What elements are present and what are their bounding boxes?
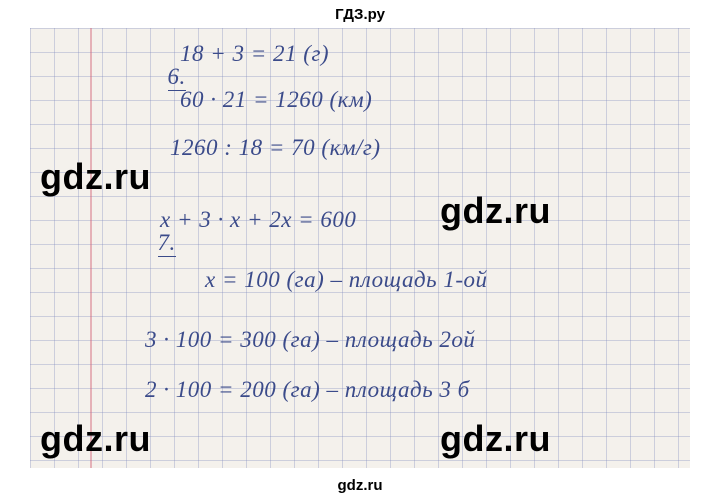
problem-6-line-2: 60 · 21 = 1260 (км) bbox=[180, 88, 372, 111]
left-margin-line bbox=[90, 28, 92, 468]
problem-7-line-2: x = 100 (га) – площадь 1-ой bbox=[205, 268, 488, 291]
page-header: ГДЗ.ру bbox=[0, 0, 720, 23]
watermark-bottom-left: gdz.ru bbox=[40, 418, 151, 460]
problem-7-line-1: x + 3 · x + 2x = 600 bbox=[160, 208, 356, 231]
header-title: ГДЗ.ру bbox=[335, 6, 385, 23]
graph-paper: 6. 18 + 3 = 21 (г) 60 · 21 = 1260 (км) 1… bbox=[30, 28, 690, 468]
watermark-top-right: gdz.ru bbox=[440, 190, 551, 232]
page-footer: gdz.ru bbox=[0, 477, 720, 494]
watermark-top-left: gdz.ru bbox=[40, 156, 151, 198]
footer-title: gdz.ru bbox=[338, 477, 383, 494]
problem-7-line-3: 3 · 100 = 300 (га) – площадь 2ой bbox=[145, 328, 475, 351]
problem-7-number-text: 7. bbox=[158, 230, 176, 257]
problem-6-line-1: 18 + 3 = 21 (г) bbox=[180, 42, 329, 65]
watermark-bottom-right: gdz.ru bbox=[440, 418, 551, 460]
page-root: ГДЗ.ру 6. 18 + 3 = 21 (г) 60 · 21 = 1260… bbox=[0, 0, 720, 500]
problem-6-number: 6. bbox=[130, 42, 186, 111]
problem-7-line-4: 2 · 100 = 200 (га) – площадь 3 б bbox=[145, 378, 470, 401]
problem-6-line-3: 1260 : 18 = 70 (км/г) bbox=[170, 136, 381, 159]
